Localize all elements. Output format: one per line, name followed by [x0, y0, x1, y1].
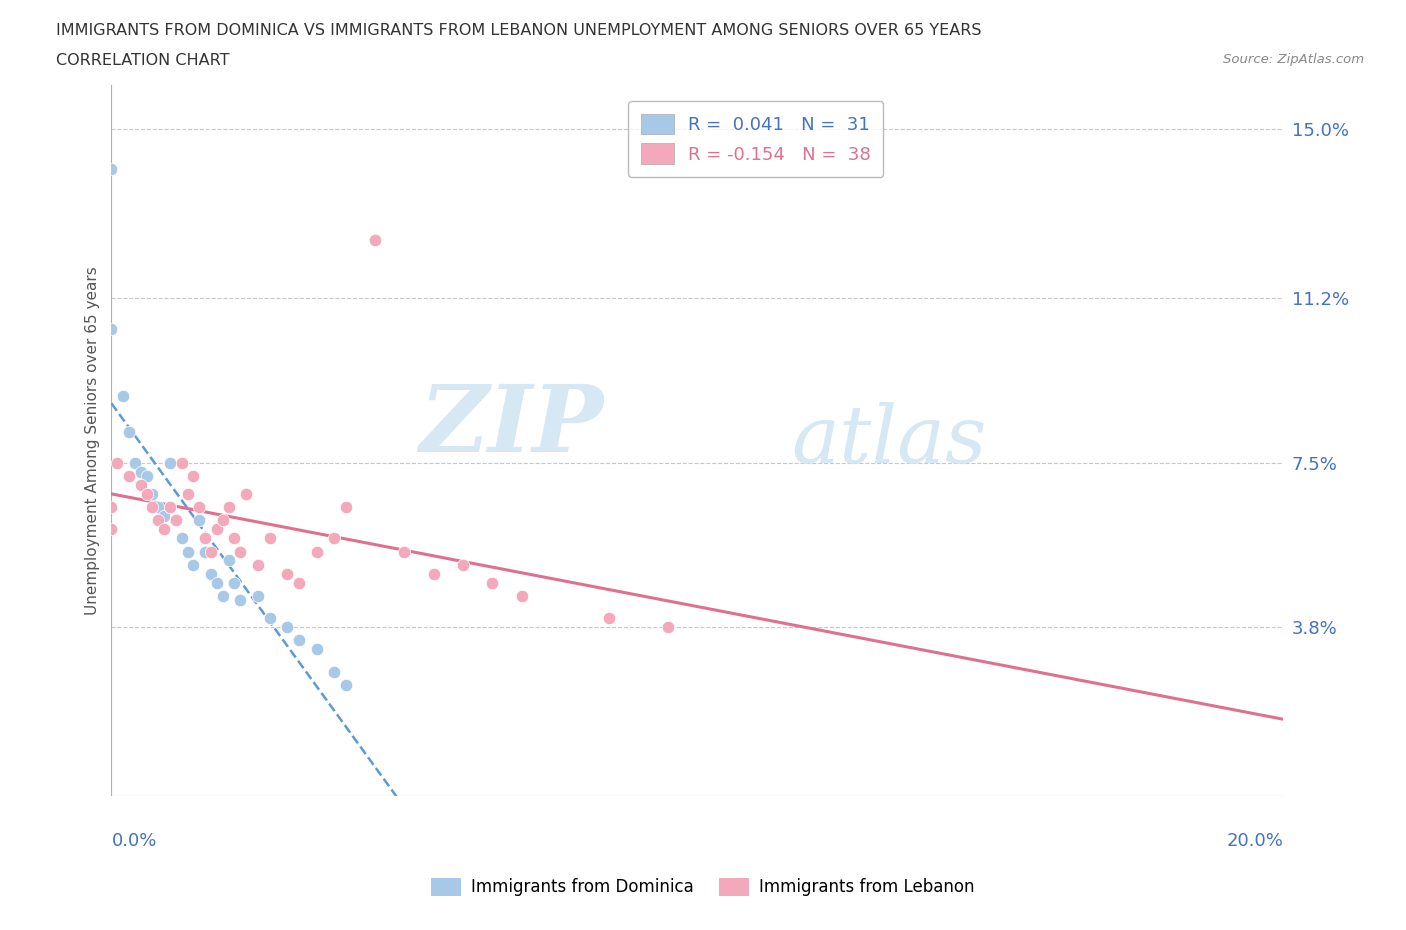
- Point: [194, 544, 217, 559]
- Point: [657, 619, 679, 634]
- Point: [218, 553, 240, 568]
- Point: [176, 544, 198, 559]
- Point: [335, 678, 357, 693]
- Text: 20.0%: 20.0%: [1226, 831, 1284, 850]
- Point: [224, 531, 246, 546]
- Point: [229, 544, 252, 559]
- Point: [246, 589, 269, 604]
- Legend: Immigrants from Dominica, Immigrants from Lebanon: Immigrants from Dominica, Immigrants fro…: [425, 871, 981, 903]
- Text: ZIP: ZIP: [419, 381, 603, 472]
- Point: [129, 464, 152, 479]
- Point: [276, 619, 298, 634]
- Point: [100, 162, 122, 177]
- Point: [205, 576, 228, 591]
- Point: [170, 455, 193, 470]
- Point: [129, 477, 152, 492]
- Legend: R =  0.041   N =  31, R = -0.154   N =  38: R = 0.041 N = 31, R = -0.154 N = 38: [628, 100, 883, 177]
- Point: [451, 557, 474, 572]
- Text: IMMIGRANTS FROM DOMINICA VS IMMIGRANTS FROM LEBANON UNEMPLOYMENT AMONG SENIORS O: IMMIGRANTS FROM DOMINICA VS IMMIGRANTS F…: [56, 23, 981, 38]
- Point: [118, 424, 141, 439]
- Point: [100, 499, 122, 514]
- Y-axis label: Unemployment Among Seniors over 65 years: Unemployment Among Seniors over 65 years: [86, 266, 100, 615]
- Point: [159, 499, 181, 514]
- Point: [276, 566, 298, 581]
- Point: [165, 513, 187, 528]
- Point: [105, 455, 128, 470]
- Point: [153, 509, 176, 524]
- Point: [394, 544, 416, 559]
- Text: atlas: atlas: [792, 402, 987, 479]
- Point: [100, 522, 122, 537]
- Point: [124, 455, 146, 470]
- Point: [141, 499, 163, 514]
- Point: [183, 469, 205, 484]
- Point: [200, 566, 222, 581]
- Point: [141, 486, 163, 501]
- Point: [188, 499, 211, 514]
- Point: [598, 611, 620, 626]
- Point: [135, 469, 157, 484]
- Point: [246, 557, 269, 572]
- Point: [112, 389, 135, 404]
- Point: [229, 593, 252, 608]
- Text: CORRELATION CHART: CORRELATION CHART: [56, 53, 229, 68]
- Point: [170, 531, 193, 546]
- Point: [259, 531, 281, 546]
- Point: [259, 611, 281, 626]
- Point: [100, 322, 122, 337]
- Point: [188, 513, 211, 528]
- Point: [235, 486, 257, 501]
- Text: 0.0%: 0.0%: [111, 831, 157, 850]
- Point: [288, 633, 311, 648]
- Point: [335, 499, 357, 514]
- Point: [159, 455, 181, 470]
- Point: [510, 589, 533, 604]
- Point: [200, 544, 222, 559]
- Point: [148, 513, 170, 528]
- Point: [224, 576, 246, 591]
- Point: [176, 486, 198, 501]
- Point: [305, 544, 328, 559]
- Point: [422, 566, 444, 581]
- Point: [288, 576, 311, 591]
- Point: [159, 499, 181, 514]
- Point: [118, 469, 141, 484]
- Text: Source: ZipAtlas.com: Source: ZipAtlas.com: [1223, 53, 1364, 66]
- Point: [148, 499, 170, 514]
- Point: [218, 499, 240, 514]
- Point: [205, 522, 228, 537]
- Point: [153, 522, 176, 537]
- Point: [183, 557, 205, 572]
- Point: [165, 513, 187, 528]
- Point: [194, 531, 217, 546]
- Point: [211, 589, 233, 604]
- Point: [135, 486, 157, 501]
- Point: [305, 642, 328, 657]
- Point: [323, 664, 346, 679]
- Point: [364, 232, 387, 247]
- Point: [481, 576, 503, 591]
- Point: [323, 531, 346, 546]
- Point: [211, 513, 233, 528]
